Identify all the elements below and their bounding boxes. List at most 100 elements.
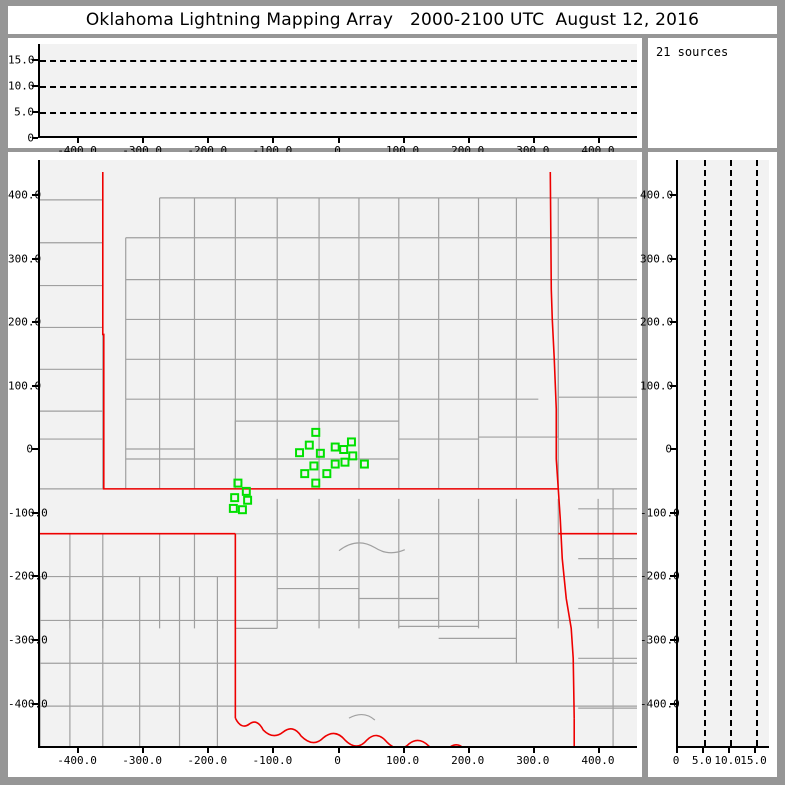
x-tick-mark bbox=[207, 138, 210, 143]
x-tick-mark bbox=[597, 138, 600, 143]
y-tick-mark bbox=[32, 84, 38, 87]
x-tick-mark bbox=[142, 748, 145, 753]
lightning-source-marker bbox=[322, 469, 332, 479]
x-tick-mark bbox=[402, 138, 405, 143]
y-tick-label: 200.0 bbox=[640, 315, 674, 329]
x-tick-mark bbox=[272, 138, 275, 143]
lightning-source-marker bbox=[228, 503, 238, 513]
y-tick-mark bbox=[32, 257, 38, 260]
gridline-horizontal bbox=[40, 85, 637, 88]
lightning-source-marker bbox=[241, 486, 251, 496]
x-tick-mark bbox=[467, 748, 470, 753]
lightning-source-marker bbox=[230, 493, 240, 503]
y-tick-mark bbox=[32, 137, 38, 139]
lightning-source-marker bbox=[330, 459, 340, 469]
y-tick-label: 300.0 bbox=[8, 252, 42, 266]
x-tick-mark bbox=[532, 748, 535, 753]
x-tick-mark bbox=[337, 748, 340, 753]
y-tick-mark bbox=[32, 702, 38, 705]
lightning-source-marker bbox=[311, 478, 321, 488]
county-boundaries bbox=[40, 197, 637, 746]
lightning-source-marker bbox=[339, 445, 349, 454]
x-tick-label: -200.0 bbox=[187, 754, 228, 767]
state-boundaries bbox=[40, 171, 637, 746]
y-tick-label: -400.0 bbox=[8, 697, 48, 710]
y-tick-label: 15.0 bbox=[8, 53, 35, 67]
x-tick-mark bbox=[467, 138, 470, 143]
y-tick-mark bbox=[670, 193, 676, 196]
x-tick-label: 300.0 bbox=[516, 754, 550, 767]
y-tick-label: 0 bbox=[665, 442, 672, 456]
y-tick-label: -400.0 bbox=[640, 697, 680, 710]
x-tick-label: 5.0 bbox=[691, 754, 712, 767]
gridline-horizontal bbox=[40, 59, 637, 62]
x-tick-label: 400.0 bbox=[581, 754, 615, 767]
plan-view-map-panel: 400.0 300.0 200.0 100.0 0 -100.0 -200.0 -300.0 -… bbox=[8, 152, 642, 777]
lightning-source-marker bbox=[315, 448, 325, 458]
lightning-source-marker bbox=[309, 461, 319, 471]
lightning-source-markers bbox=[228, 427, 369, 515]
y-tick-mark bbox=[32, 58, 38, 61]
lightning-source-marker bbox=[330, 442, 340, 452]
y-tick-mark bbox=[670, 384, 676, 387]
y-tick-label: -100.0 bbox=[640, 506, 680, 520]
altitude-vs-north-south-plot[interactable] bbox=[676, 160, 769, 748]
y-tick-mark bbox=[32, 384, 38, 387]
x-tick-label: 0 bbox=[334, 754, 341, 767]
y-tick-label: -300.0 bbox=[640, 633, 680, 647]
x-tick-mark bbox=[597, 748, 600, 753]
lightning-source-marker bbox=[237, 505, 247, 515]
gridline-vertical bbox=[703, 160, 706, 746]
x-tick-label: 0 bbox=[672, 754, 680, 767]
x-tick-mark bbox=[532, 138, 535, 143]
x-tick-mark bbox=[142, 138, 145, 143]
altitude-vs-east-west-plot[interactable] bbox=[38, 44, 637, 138]
lightning-source-marker bbox=[243, 495, 253, 505]
gridline-horizontal bbox=[40, 111, 637, 114]
lightning-source-marker bbox=[340, 457, 350, 467]
y-tick-mark bbox=[32, 638, 38, 641]
altitude-vs-east-west-panel: 0 5.0 10.0 15.0 -400.0 -300.0 -200.0 -100.0 0 10… bbox=[8, 38, 642, 157]
y-tick-label: 10.0 bbox=[8, 79, 35, 93]
x-tick-mark bbox=[77, 748, 80, 753]
y-tick-mark bbox=[670, 257, 676, 260]
page-title: Oklahoma Lightning Mapping Array 2000-21… bbox=[85, 10, 700, 30]
gridline-vertical bbox=[755, 160, 758, 746]
altitude-vs-north-south-panel: 400.0 300.0 200.0 100.0 0 -100.0 -200.0 -300.0 -… bbox=[640, 152, 777, 777]
source-count-panel: 21 sources bbox=[648, 38, 777, 148]
lightning-source-marker bbox=[233, 478, 243, 488]
x-tick-label: 200.0 bbox=[451, 754, 485, 767]
y-tick-label: 400.0 bbox=[8, 188, 42, 202]
y-tick-mark bbox=[32, 511, 38, 514]
y-tick-label: -200.0 bbox=[640, 569, 680, 583]
y-tick-mark bbox=[670, 575, 676, 578]
lightning-source-marker bbox=[295, 448, 305, 458]
x-tick-mark bbox=[676, 748, 678, 753]
x-tick-mark bbox=[207, 748, 210, 753]
y-tick-mark bbox=[32, 110, 38, 113]
y-tick-label: 100.0 bbox=[8, 379, 42, 393]
lightning-source-marker bbox=[311, 427, 321, 437]
title-bar: Oklahoma Lightning Mapping Array 2000-21… bbox=[8, 6, 777, 34]
x-tick-mark bbox=[701, 748, 704, 753]
x-tick-label: -100.0 bbox=[252, 754, 293, 767]
y-tick-mark bbox=[670, 321, 676, 324]
x-tick-label: -300.0 bbox=[122, 754, 163, 767]
y-tick-label: 0 bbox=[27, 131, 34, 145]
y-tick-mark bbox=[670, 702, 676, 705]
x-tick-label: 0 bbox=[334, 144, 341, 157]
y-tick-label: 0 bbox=[26, 442, 33, 456]
lightning-source-marker bbox=[304, 440, 314, 450]
x-tick-mark bbox=[753, 748, 756, 753]
x-tick-mark bbox=[337, 138, 340, 143]
plan-view-map-plot[interactable] bbox=[38, 160, 637, 748]
x-tick-label: 15.0 bbox=[740, 754, 767, 767]
lightning-source-marker bbox=[300, 469, 310, 479]
y-tick-label: -100.0 bbox=[8, 506, 48, 520]
y-tick-label: 200.0 bbox=[8, 315, 42, 329]
y-tick-mark bbox=[32, 575, 38, 578]
y-tick-mark bbox=[670, 511, 676, 514]
y-tick-mark bbox=[32, 321, 38, 324]
x-tick-mark bbox=[77, 138, 80, 143]
